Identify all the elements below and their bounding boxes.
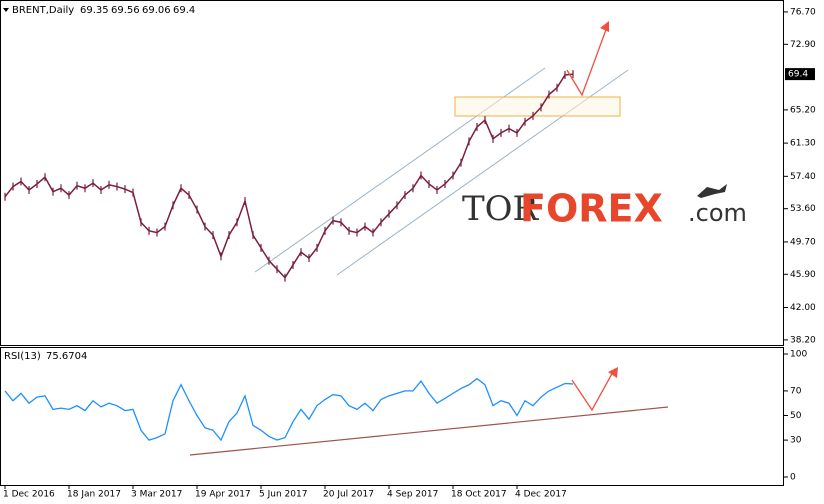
forecast-arrow	[566, 26, 608, 97]
price-tag	[785, 68, 815, 81]
watermark: TOR FOREX .com	[462, 184, 747, 231]
rsi-value: 75.6704	[46, 351, 87, 362]
logo-bull	[697, 184, 727, 198]
arrow-head	[608, 367, 618, 378]
rsi-trendline	[189, 406, 669, 456]
close: 69.4	[173, 5, 195, 16]
logo-prefix: TOR	[462, 189, 540, 229]
high: 69.56	[111, 5, 140, 16]
y-tick-label: 49.70	[790, 237, 816, 247]
series-line	[4, 377, 574, 442]
logo-suffix: .com	[688, 199, 747, 227]
y-tick-label: 0	[790, 473, 796, 483]
y-tick-label: 100	[790, 350, 807, 360]
header: BRENT,Daily 69.35 69.56 69.06 69.4 RSI(1…	[3, 5, 195, 362]
y-tick-label: 38.20	[790, 335, 816, 345]
price-panel	[0, 0, 784, 346]
y-tick-label: 50	[790, 411, 802, 421]
x-tick-label: 20 Jul 2017	[323, 490, 374, 500]
menu-triangle	[3, 8, 9, 12]
x-tick-label: 18 Jan 2017	[67, 490, 121, 500]
price-tag-label: 69.4	[788, 70, 808, 80]
y-tick-label: 72.90	[790, 40, 816, 50]
rsi-forecast-arrow	[571, 369, 615, 412]
y-tick-label: 76.70	[790, 7, 816, 17]
rsi-panel	[0, 347, 784, 486]
x-tick-label: 4 Dec 2017	[515, 490, 567, 500]
x-tick-label: 4 Sep 2017	[387, 490, 438, 500]
y-tick-label: 45.90	[790, 270, 816, 280]
rsi-title: RSI(13)	[4, 351, 41, 362]
y-tick-label: 30	[790, 436, 802, 446]
y-tick-label: 57.40	[790, 172, 816, 182]
y-tick-label: 65.20	[790, 105, 816, 115]
x-tick-label: 19 Apr 2017	[195, 490, 251, 500]
x-tick-label: 3 Mar 2017	[131, 490, 182, 500]
x-tick-label: 5 Jun 2017	[259, 490, 307, 500]
logo-main: FOREX	[520, 187, 663, 231]
y-tick-label: 70	[790, 386, 802, 396]
y-tick-label: 53.60	[790, 204, 816, 214]
series-line	[4, 73, 574, 279]
y-tick-label: 61.30	[790, 139, 816, 149]
resistance-zone	[454, 96, 621, 117]
y-tick-label: 42.00	[790, 303, 816, 313]
symbol: BRENT,Daily	[12, 5, 74, 16]
open: 69.35	[80, 5, 109, 16]
low: 69.06	[142, 5, 171, 16]
x-tick-label: 18 Oct 2017	[451, 490, 507, 500]
x-tick-label: 1 Dec 2016	[3, 490, 55, 500]
arrow-head	[600, 21, 609, 32]
